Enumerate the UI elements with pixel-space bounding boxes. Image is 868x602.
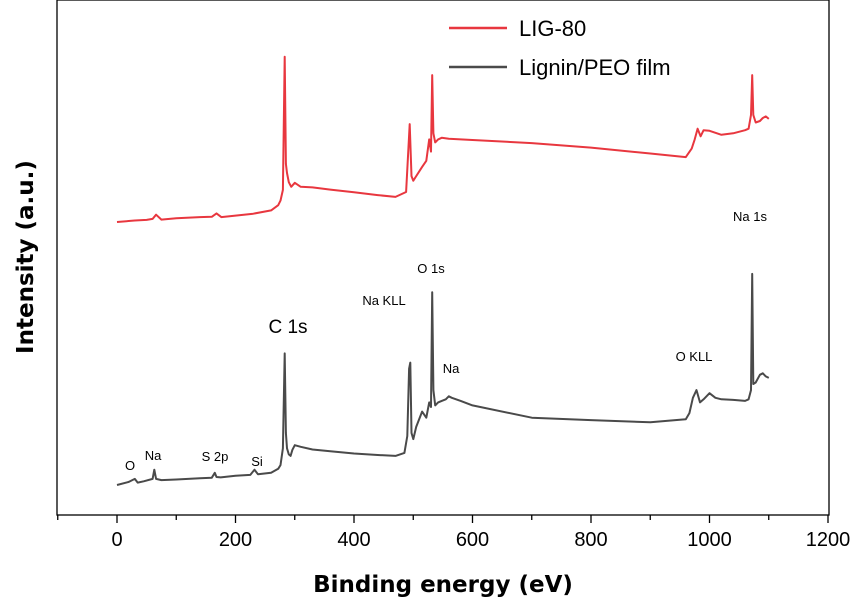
legend-label: LIG-80 xyxy=(519,16,586,41)
x-tick-label: 800 xyxy=(574,529,607,551)
x-tick-label: 600 xyxy=(456,529,489,551)
peak-labels: O Na S 2p Si C 1s Na KLL O 1s Na O KLL Na 1s xyxy=(125,209,768,473)
peak-label: Na KLL xyxy=(362,293,405,308)
peak-label: Na xyxy=(145,448,162,463)
peak-label: O 1s xyxy=(417,261,445,276)
x-tick-label: 1000 xyxy=(687,529,732,551)
x-tick-label: 1200 xyxy=(806,529,851,551)
series-line-lig-80 xyxy=(116,55,770,223)
x-axis: 0 200 400 600 800 1000 1200 xyxy=(57,515,851,551)
plot-frame xyxy=(56,0,830,516)
x-axis-title: Binding energy (eV) xyxy=(313,572,573,598)
x-tick-label: 0 xyxy=(111,529,122,551)
legend-label: Lignin/PEO film xyxy=(519,55,671,80)
peak-label: Na 1s xyxy=(733,209,767,224)
peak-label: S 2p xyxy=(202,449,229,464)
series-layer xyxy=(116,55,770,486)
peak-label: Si xyxy=(251,454,263,469)
x-tick-label: 400 xyxy=(337,529,370,551)
series-line-lignin-peo-film xyxy=(116,272,770,486)
y-axis-title: Intensity (a.u.) xyxy=(13,160,39,354)
peak-label: O KLL xyxy=(676,349,713,364)
x-tick-label: 200 xyxy=(219,529,252,551)
peak-label: Na xyxy=(443,361,460,376)
legend: LIG-80 Lignin/PEO film xyxy=(449,16,671,80)
peak-label: O xyxy=(125,458,135,473)
peak-label: C 1s xyxy=(268,317,307,338)
